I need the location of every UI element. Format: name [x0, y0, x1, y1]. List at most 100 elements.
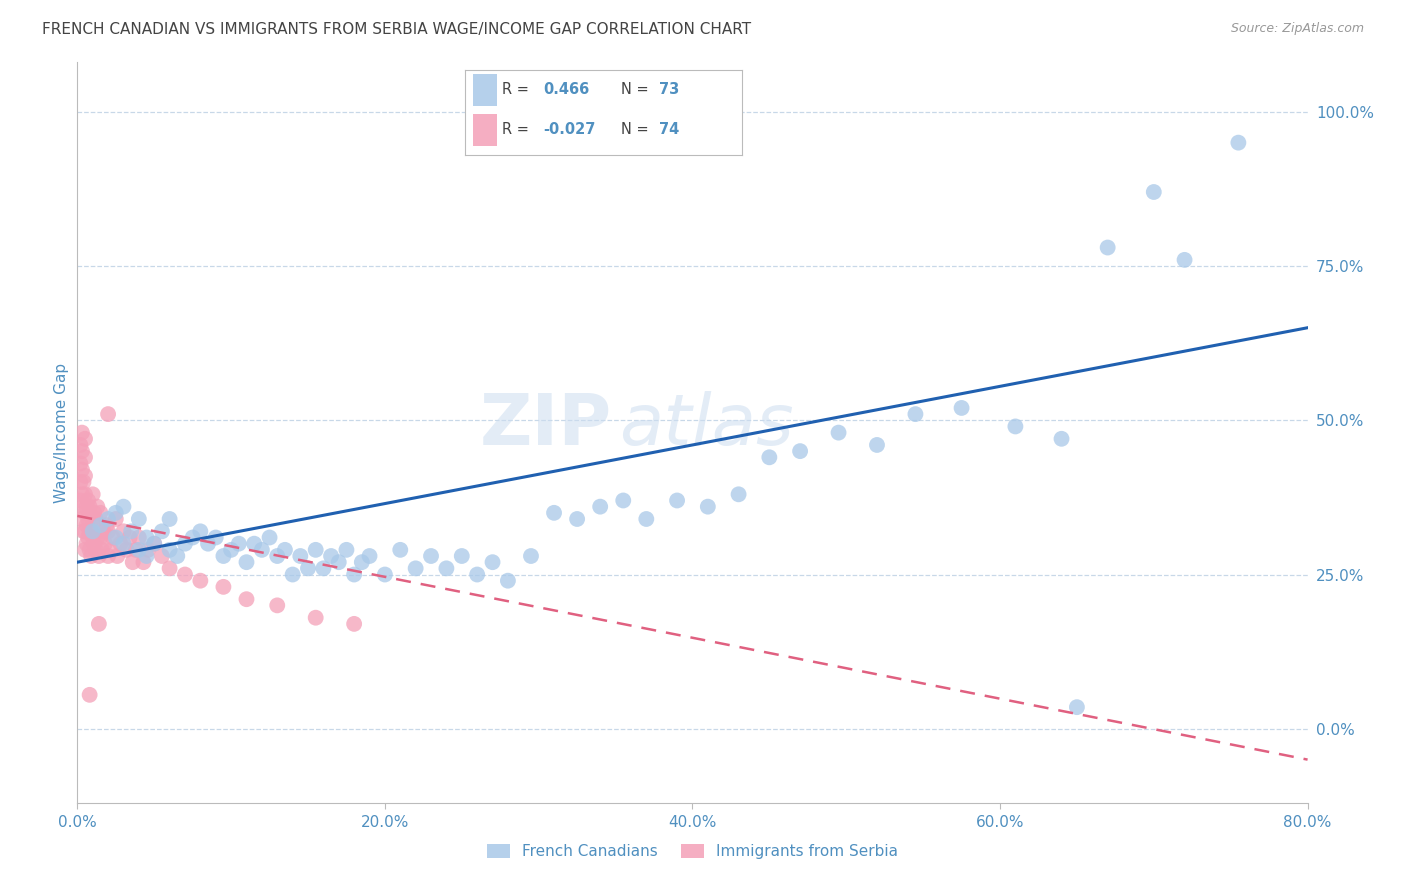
Point — [789, 444, 811, 458]
Point — [76, 518, 98, 533]
Point — [112, 500, 135, 514]
Point — [77, 512, 100, 526]
Point — [84, 542, 107, 557]
Point — [235, 592, 257, 607]
Point — [159, 561, 181, 575]
Point — [72, 524, 94, 539]
Point — [1143, 185, 1166, 199]
Point — [696, 500, 718, 514]
Point — [125, 542, 148, 557]
Point — [589, 500, 612, 514]
Point — [76, 500, 98, 514]
Point — [97, 524, 120, 539]
Point — [565, 512, 588, 526]
Point — [350, 555, 373, 569]
Point — [136, 542, 159, 557]
Point — [69, 475, 91, 489]
Point — [128, 542, 150, 557]
Point — [86, 531, 108, 545]
Point — [104, 512, 127, 526]
Point — [82, 512, 104, 526]
Point — [866, 438, 889, 452]
Point — [150, 524, 173, 539]
Point — [343, 616, 366, 631]
Point — [274, 542, 297, 557]
Point — [281, 567, 304, 582]
Point — [297, 561, 319, 575]
Point — [159, 542, 181, 557]
Point — [188, 524, 212, 539]
Point — [87, 616, 110, 631]
Point — [128, 512, 150, 526]
Point — [250, 542, 273, 557]
Point — [1050, 432, 1073, 446]
Text: Source: ZipAtlas.com: Source: ZipAtlas.com — [1230, 22, 1364, 36]
Point — [1227, 136, 1250, 150]
Point — [266, 599, 288, 613]
Point — [73, 506, 96, 520]
Point — [520, 549, 543, 563]
Point — [70, 425, 93, 440]
Point — [69, 438, 91, 452]
Point — [77, 493, 100, 508]
Point — [80, 524, 103, 539]
Point — [90, 542, 114, 557]
Point — [80, 549, 103, 563]
Point — [290, 549, 312, 563]
Point — [69, 457, 91, 471]
Point — [105, 549, 128, 563]
Point — [950, 401, 973, 415]
Point — [128, 531, 150, 545]
Point — [305, 542, 328, 557]
Point — [135, 549, 157, 563]
Point — [543, 506, 565, 520]
Point — [73, 468, 96, 483]
Point — [110, 536, 132, 550]
Point — [72, 475, 94, 489]
Point — [496, 574, 519, 588]
Point — [96, 518, 118, 533]
Point — [94, 536, 117, 550]
Point — [73, 450, 96, 465]
Point — [104, 506, 127, 520]
Point — [319, 549, 342, 563]
Point — [636, 512, 658, 526]
Point — [481, 555, 503, 569]
Point — [89, 518, 111, 533]
Point — [79, 524, 101, 539]
Point — [235, 555, 257, 569]
Point — [73, 524, 96, 539]
Point — [70, 487, 93, 501]
Point — [79, 500, 101, 514]
Point — [89, 531, 111, 545]
Point — [73, 432, 96, 446]
Point — [666, 493, 689, 508]
Point — [150, 549, 173, 563]
Point — [112, 536, 135, 550]
Y-axis label: Wage/Income Gap: Wage/Income Gap — [53, 362, 69, 503]
Point — [1097, 240, 1119, 255]
Point — [112, 524, 135, 539]
Point — [335, 542, 357, 557]
Point — [305, 611, 328, 625]
Point — [70, 512, 93, 526]
Point — [159, 512, 181, 526]
Point — [82, 487, 104, 501]
Point — [70, 444, 93, 458]
Point — [79, 542, 101, 557]
Point — [904, 407, 927, 421]
Point — [1174, 252, 1197, 267]
Point — [143, 536, 166, 550]
Point — [343, 567, 366, 582]
Point — [1004, 419, 1026, 434]
Point — [405, 561, 427, 575]
Point — [174, 567, 197, 582]
Point — [374, 567, 396, 582]
Point — [100, 542, 122, 557]
Point — [82, 524, 104, 539]
Point — [70, 462, 93, 476]
Point — [212, 549, 235, 563]
Point — [181, 531, 204, 545]
Text: ZIP: ZIP — [481, 391, 613, 459]
Point — [83, 536, 105, 550]
